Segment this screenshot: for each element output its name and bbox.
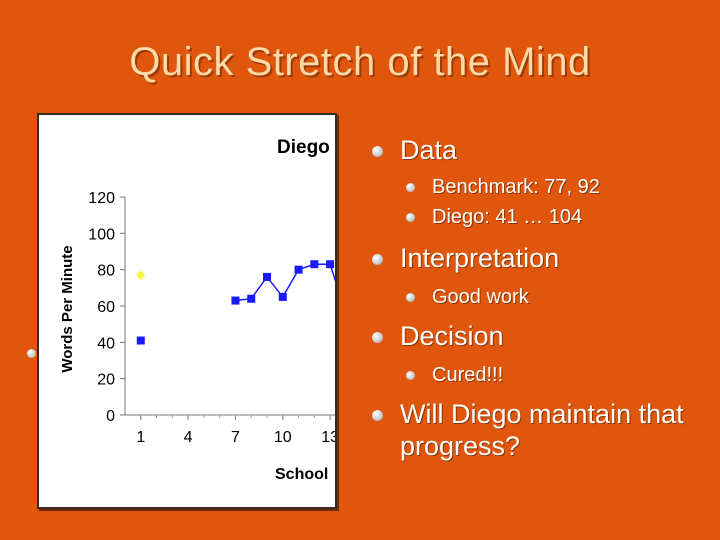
- chart-title: Diego: [277, 137, 330, 158]
- chart-marks: [136, 260, 335, 345]
- chart-y-axis-label: Words Per Minute: [59, 245, 76, 372]
- bullet-icon: [406, 183, 415, 192]
- bullet-benchmark-text: Benchmark: 77, 92: [432, 176, 600, 198]
- bullet-good-work-text: Good work: [432, 286, 529, 308]
- bullet-diego: Diego: 41 … 104: [368, 202, 708, 232]
- bullet-icon: [372, 254, 383, 265]
- chart-panel: Diego Words Per Minute School 0 20 40 60 80 1…: [37, 113, 337, 509]
- data-point-square: [263, 272, 271, 281]
- decorative-bullet-icon: [27, 349, 36, 358]
- data-point-square: [247, 294, 256, 303]
- y-tick-label: 40: [97, 335, 115, 352]
- y-tick-label: 80: [97, 263, 115, 280]
- x-tick-label: 7: [231, 429, 240, 446]
- bullet-decision: Decision: [368, 320, 708, 352]
- bullet-will-text: Will Diego maintain that progress?: [400, 399, 684, 461]
- bullet-diego-text: Diego: 41 … 104: [432, 206, 583, 228]
- series-line: [235, 263, 335, 302]
- bullet-will-diego: Will Diego maintain that progress?: [368, 398, 708, 462]
- bullet-good-work: Good work: [368, 282, 708, 312]
- data-point-square: [294, 265, 303, 274]
- y-tick-label: 120: [88, 190, 115, 207]
- chart-x-axis-label: School: [275, 466, 328, 483]
- bullet-interpretation-text: Interpretation: [400, 243, 560, 273]
- x-tick-label: 13: [321, 429, 335, 446]
- bullet-list: Data Benchmark: 77, 92 Diego: 41 … 104 I…: [368, 130, 708, 462]
- slide-title: Quick Stretch of the Mind: [129, 40, 591, 84]
- bullet-icon: [406, 371, 415, 380]
- bullet-data: Data: [368, 134, 708, 166]
- y-tick-label: 100: [88, 226, 115, 243]
- chart-svg: Diego Words Per Minute School 0 20 40 60 80 1…: [59, 137, 335, 483]
- bullet-icon: [372, 146, 383, 157]
- data-point-square: [278, 292, 287, 301]
- y-tick-label: 0: [106, 408, 115, 425]
- y-tick-label: 20: [97, 372, 115, 389]
- bullet-decision-text: Decision: [400, 321, 504, 351]
- bullet-icon: [406, 293, 415, 302]
- data-point-square: [136, 336, 145, 345]
- x-tick-label: 1: [136, 429, 145, 446]
- y-tick-label: 60: [97, 299, 115, 316]
- bullet-cured-text: Cured!!!: [432, 364, 504, 386]
- bullet-icon: [372, 332, 383, 343]
- x-tick-label: 10: [274, 429, 292, 446]
- data-point-square: [310, 260, 319, 269]
- bullet-interpretation: Interpretation: [368, 242, 708, 274]
- bullet-benchmark: Benchmark: 77, 92: [368, 172, 708, 202]
- bullet-cured: Cured!!!: [368, 360, 708, 390]
- data-point-diamond: [136, 270, 146, 281]
- bullet-data-text: Data: [400, 135, 458, 165]
- x-tick-label: 4: [184, 429, 193, 446]
- data-point-square: [326, 260, 335, 269]
- bullet-icon: [406, 213, 415, 222]
- chart-axes: 0204060801001201471013161: [88, 190, 335, 446]
- bullet-icon: [372, 410, 383, 421]
- data-point-square: [231, 296, 240, 305]
